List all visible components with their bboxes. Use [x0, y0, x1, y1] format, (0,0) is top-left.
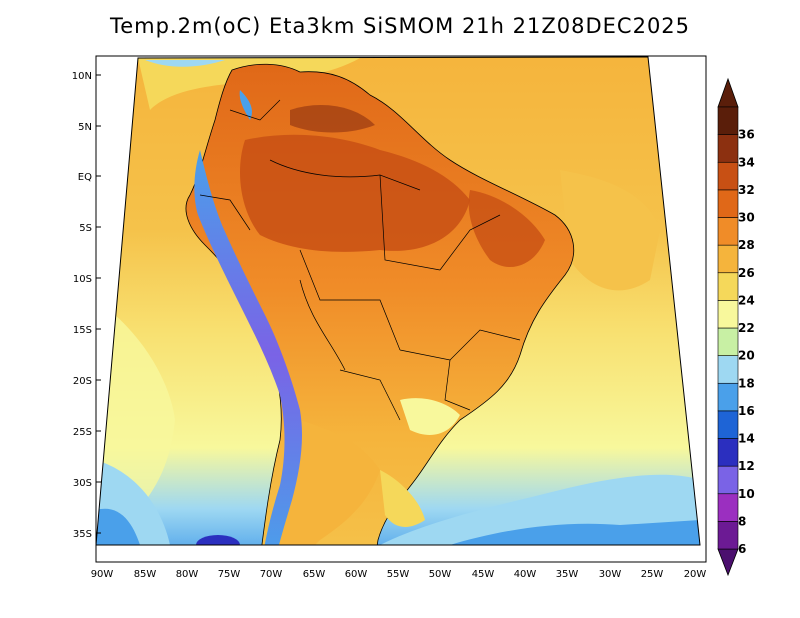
lon-label: 60W — [345, 569, 368, 580]
lon-label: 85W — [134, 569, 157, 580]
colorbar-label: 14 — [738, 432, 755, 446]
lon-label: 55W — [387, 569, 410, 580]
pacific-colder-patch — [96, 508, 140, 545]
colorbar-label: 26 — [738, 266, 755, 280]
amazon-hot-core — [240, 134, 470, 252]
lat-label: 15S — [73, 325, 92, 336]
political-borders — [199, 99, 521, 421]
colorbar-segment — [717, 161, 739, 191]
domain-outline — [95, 56, 701, 546]
colorbar-label: 20 — [738, 349, 755, 363]
colorbar-segment — [717, 106, 739, 135]
colorbar-label: 34 — [738, 155, 755, 169]
colorbar-segment — [717, 327, 739, 356]
colorbar-segment — [717, 465, 739, 495]
axis-frame — [95, 55, 707, 563]
colorbar-label: 10 — [738, 487, 755, 501]
guiana-hot-spot — [290, 105, 375, 133]
colorbar-label: 22 — [738, 321, 755, 335]
lon-label: 40W — [514, 569, 537, 580]
lon-label: 35W — [556, 569, 579, 580]
map-domain — [96, 57, 700, 545]
colorbar-label: 28 — [738, 238, 755, 252]
lon-label: 80W — [176, 569, 199, 580]
colorbar-label: 24 — [738, 293, 755, 307]
lat-label: 25S — [73, 427, 92, 438]
lon-label: 70W — [260, 569, 283, 580]
andes-north-cold — [239, 90, 252, 120]
lat-label: 5N — [78, 122, 92, 133]
colorbar-segment — [717, 410, 739, 439]
colorbar-segment — [717, 244, 739, 274]
uruguay-area — [380, 470, 425, 527]
lat-label: 30S — [73, 478, 92, 489]
lon-label: 75W — [218, 569, 241, 580]
lat-label: 20S — [73, 376, 92, 387]
colorbar-label: 16 — [738, 404, 755, 418]
colorbar-segment — [717, 189, 739, 218]
map-title: Temp.2m(oC) Eta3km SiSMOM 21h 21Z08DEC20… — [109, 14, 691, 38]
lon-label: 45W — [472, 569, 495, 580]
colorbar-under-arrow — [717, 548, 739, 577]
andes-cold-strip — [194, 150, 302, 545]
longitude-axis: 90W 85W 80W 75W 70W 65W 60W 55W 50W 45W … — [91, 569, 707, 580]
lon-label: 25W — [641, 569, 664, 580]
colorbar-segment — [717, 521, 739, 550]
colorbar-label: 30 — [738, 211, 755, 225]
colorbar-label: 32 — [738, 183, 755, 197]
lon-label: 90W — [91, 569, 114, 580]
colorbar-over-arrow — [717, 77, 739, 108]
lat-label: 10S — [73, 274, 92, 285]
lon-label: 30W — [599, 569, 622, 580]
colorbar-segment — [717, 300, 739, 329]
lon-label: 65W — [303, 569, 326, 580]
colorbar-segment — [717, 217, 739, 246]
lat-label: EQ — [78, 172, 92, 183]
colorbar: 6 8 10 12 14 16 18 20 22 24 26 28 30 32 34 36 — [717, 77, 755, 577]
colorbar-segment — [717, 134, 739, 163]
colorbar-segment — [717, 272, 739, 301]
colorbar-segment — [717, 438, 739, 467]
lon-label: 20W — [684, 569, 707, 580]
lon-label: 50W — [429, 569, 452, 580]
cold-spot-south — [196, 535, 240, 545]
caribbean-cool-patch — [145, 60, 225, 67]
caribbean-sea — [138, 58, 360, 110]
colorbar-segment — [717, 355, 739, 384]
colorbar-label: 18 — [738, 376, 755, 390]
latitude-axis: 10N 5N EQ 5S 10S 15S 20S 25S 30S 35S — [72, 71, 101, 540]
colorbar-label: 12 — [738, 459, 755, 473]
lat-label: 10N — [72, 71, 92, 82]
colorbar-label: 8 — [738, 514, 746, 528]
lat-label: 5S — [79, 223, 92, 234]
colorbar-label: 36 — [738, 128, 755, 142]
lat-label: 35S — [73, 529, 92, 540]
serra-cool-area — [400, 398, 460, 435]
northeast-hot-core — [468, 190, 545, 268]
atlantic-warm-tongue — [560, 170, 660, 291]
colorbar-label: 6 — [738, 542, 746, 556]
atlantic-cold-band — [450, 520, 700, 545]
colorbar-segment — [717, 382, 739, 412]
colorbar-segment — [717, 493, 739, 522]
